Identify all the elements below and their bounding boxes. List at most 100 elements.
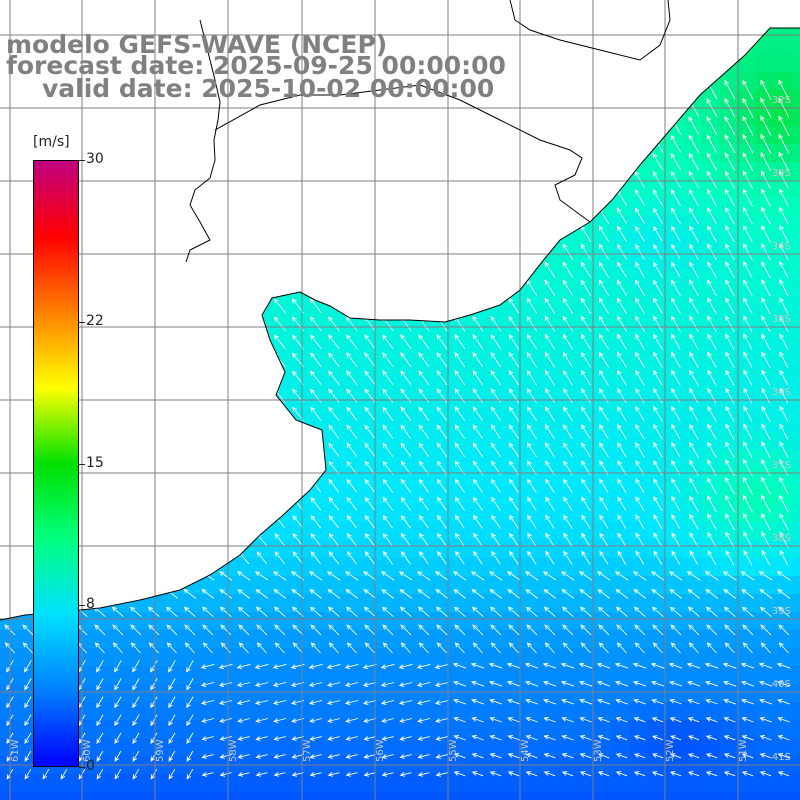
speed-cell <box>792 468 800 487</box>
wind-arrow <box>777 698 791 705</box>
speed-cell <box>720 144 739 163</box>
speed-cell <box>468 720 487 739</box>
speed-cell <box>414 558 433 577</box>
wind-arrow <box>670 152 682 171</box>
wind-arrow <box>760 642 771 654</box>
speed-cell <box>198 612 217 631</box>
speed-cell <box>576 792 595 800</box>
speed-cell <box>270 666 289 685</box>
speed-cell <box>270 558 289 577</box>
speed-cell <box>360 432 379 451</box>
speed-cell <box>612 306 631 325</box>
speed-cell <box>486 360 505 379</box>
wind-arrow <box>705 588 719 599</box>
wind-arrow <box>581 387 591 404</box>
speed-cell <box>360 486 379 505</box>
wind-arrow <box>761 279 771 297</box>
wind-arrow <box>669 588 683 599</box>
speed-cell <box>558 522 577 541</box>
wind-arrow <box>689 333 699 350</box>
speed-cell <box>450 324 469 343</box>
wind-arrow <box>345 772 358 777</box>
speed-cell <box>702 198 721 217</box>
wind-arrow <box>398 682 413 687</box>
speed-cell <box>468 612 487 631</box>
wind-arrow <box>326 700 341 705</box>
wind-arrow <box>743 405 753 422</box>
wind-arrow <box>743 279 753 297</box>
wind-arrow <box>202 642 213 654</box>
speed-cell <box>648 270 667 289</box>
wind-arrow <box>96 678 104 691</box>
speed-cell <box>486 792 505 800</box>
speed-cell <box>360 738 379 757</box>
wind-arrow <box>346 370 358 386</box>
wind-arrow <box>761 333 771 350</box>
wind-arrow <box>237 588 251 599</box>
wind-arrow <box>238 624 250 636</box>
wind-arrow <box>705 680 719 687</box>
wind-arrow <box>652 152 664 171</box>
wind-arrow <box>132 750 140 762</box>
speed-cell <box>360 576 379 595</box>
speed-cell <box>126 684 145 703</box>
wind-arrow <box>580 369 591 386</box>
speed-cell <box>630 180 649 199</box>
speed-cell <box>684 306 703 325</box>
wind-arrow <box>635 550 645 565</box>
speed-cell <box>666 576 685 595</box>
wind-arrow <box>292 406 304 421</box>
speed-cell <box>630 270 649 289</box>
speed-cell <box>180 738 199 757</box>
wind-arrow <box>651 698 664 705</box>
speed-cell <box>612 450 631 469</box>
wind-arrow <box>400 424 412 439</box>
wind-arrow <box>309 754 322 759</box>
speed-cell <box>396 792 415 800</box>
wind-arrow <box>761 494 771 513</box>
speed-cell <box>360 630 379 649</box>
wind-arrow <box>614 662 629 669</box>
speed-cell <box>774 270 793 289</box>
wind-arrow <box>653 442 663 458</box>
wind-arrow <box>508 333 520 350</box>
speed-cell <box>522 360 541 379</box>
speed-cell <box>666 144 685 163</box>
wind-arrow <box>310 624 322 636</box>
speed-cell <box>198 720 217 739</box>
wind-arrow <box>186 714 194 727</box>
speed-cell <box>738 90 757 109</box>
wind-arrow <box>759 588 773 599</box>
wind-arrow <box>707 441 717 458</box>
speed-cell <box>180 684 199 703</box>
speed-cell <box>378 738 397 757</box>
speed-cell <box>324 720 343 739</box>
speed-cell <box>396 378 415 397</box>
wind-arrow <box>273 718 287 723</box>
speed-cell <box>540 414 559 433</box>
wind-arrow <box>651 680 665 687</box>
wind-arrow <box>434 700 449 705</box>
speed-cell <box>234 558 253 577</box>
speed-cell <box>486 702 505 721</box>
wind-arrow <box>740 571 755 581</box>
speed-cell <box>558 702 577 721</box>
wind-arrow <box>562 315 574 332</box>
speed-cell <box>558 594 577 613</box>
speed-cell <box>756 36 775 55</box>
wind-arrow <box>309 606 322 618</box>
speed-cell <box>774 234 793 253</box>
wind-arrow <box>635 243 645 260</box>
speed-cell <box>612 324 631 343</box>
speed-cell <box>666 126 685 145</box>
wind-arrow <box>634 315 645 332</box>
wind-arrow <box>635 351 645 368</box>
speed-cell <box>630 360 649 379</box>
wind-arrow <box>760 170 771 190</box>
speed-cell <box>450 738 469 757</box>
speed-cell <box>342 774 361 793</box>
wind-arrow <box>382 642 393 654</box>
speed-cell <box>720 378 739 397</box>
wind-arrow <box>454 478 465 493</box>
speed-cell <box>684 288 703 307</box>
